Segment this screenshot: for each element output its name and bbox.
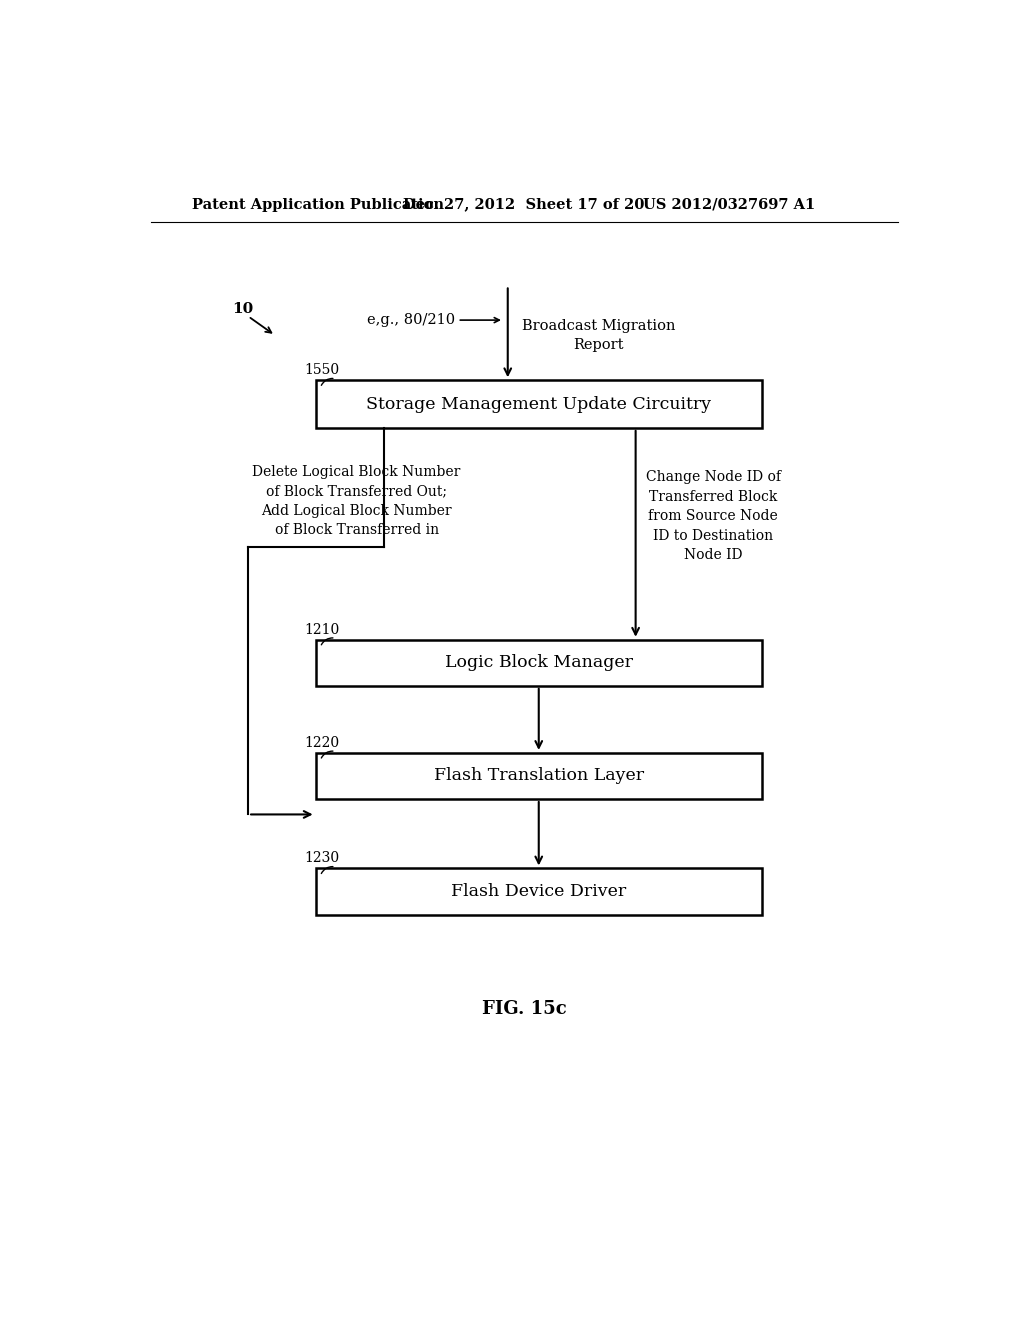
Text: 1220: 1220 <box>305 735 340 750</box>
Text: Broadcast Migration
Report: Broadcast Migration Report <box>521 319 675 351</box>
Text: FIG. 15c: FIG. 15c <box>482 1001 567 1018</box>
Text: 1230: 1230 <box>305 851 340 866</box>
Text: 10: 10 <box>232 301 254 315</box>
Text: Logic Block Manager: Logic Block Manager <box>444 655 633 672</box>
Bar <box>315 640 762 686</box>
Text: US 2012/0327697 A1: US 2012/0327697 A1 <box>643 198 816 211</box>
Text: Flash Translation Layer: Flash Translation Layer <box>434 767 644 784</box>
Text: Change Node ID of
Transferred Block
from Source Node
ID to Destination
Node ID: Change Node ID of Transferred Block from… <box>645 470 780 562</box>
Text: Delete Logical Block Number
of Block Transferred Out;
Add Logical Block Number
o: Delete Logical Block Number of Block Tra… <box>253 465 461 537</box>
Bar <box>315 869 762 915</box>
Text: 1550: 1550 <box>305 363 340 378</box>
Text: Flash Device Driver: Flash Device Driver <box>452 883 627 900</box>
Text: e,g., 80/210: e,g., 80/210 <box>367 313 455 327</box>
Text: Patent Application Publication: Patent Application Publication <box>191 198 443 211</box>
Text: 1210: 1210 <box>305 623 340 636</box>
Bar <box>315 752 762 799</box>
Bar <box>315 380 762 428</box>
Text: Storage Management Update Circuitry: Storage Management Update Circuitry <box>367 396 712 413</box>
Text: Dec. 27, 2012  Sheet 17 of 20: Dec. 27, 2012 Sheet 17 of 20 <box>403 198 644 211</box>
